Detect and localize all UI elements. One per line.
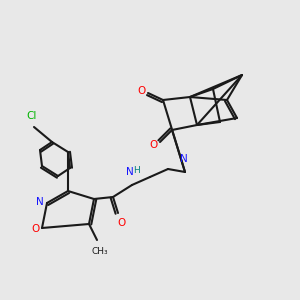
Text: O: O	[31, 224, 39, 234]
Text: O: O	[118, 218, 126, 228]
Text: Cl: Cl	[27, 111, 37, 121]
Text: O: O	[150, 140, 158, 150]
Text: N: N	[180, 154, 188, 164]
Text: H: H	[134, 166, 140, 175]
Text: O: O	[138, 86, 146, 96]
Text: N: N	[36, 197, 44, 207]
Text: CH₃: CH₃	[92, 247, 108, 256]
Text: N: N	[126, 167, 134, 177]
